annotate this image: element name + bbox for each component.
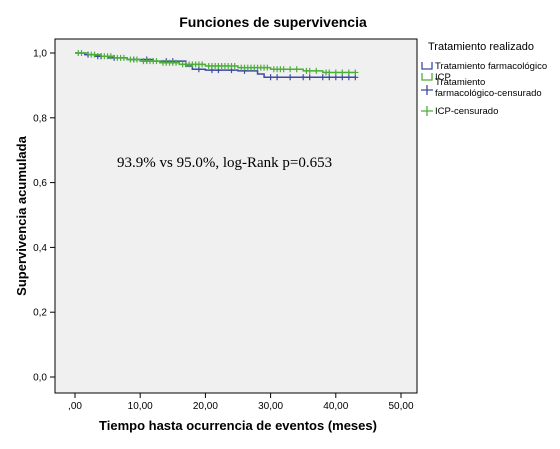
- legend-swatch: [421, 106, 433, 116]
- y-tick-label: 0,0: [33, 373, 47, 384]
- annotation-text: 93.9% vs 95.0%, log-Rank p=0.653: [117, 155, 332, 171]
- censor-mark-icp: [313, 67, 320, 74]
- legend: Tratamiento realizado Tratamiento farmac…: [421, 41, 547, 117]
- y-tick-label: 0,6: [33, 178, 47, 189]
- censor-mark-tratamiento-farmacologico: [306, 74, 313, 81]
- censor-mark-icp: [153, 58, 160, 65]
- censor-mark-icp: [326, 69, 333, 76]
- legend-label: ICP: [435, 72, 451, 83]
- censor-mark-icp: [306, 67, 313, 74]
- censor-mark-icp: [107, 53, 114, 60]
- legend-entry: Tratamiento farmacológico: [421, 61, 547, 72]
- censor-mark-icp: [133, 56, 140, 63]
- censor-mark-icp: [352, 69, 359, 76]
- censor-mark-icp: [293, 66, 300, 73]
- legend-entry: ICP: [421, 72, 451, 83]
- censor-mark-tratamiento-farmacologico: [287, 74, 294, 81]
- y-tick-label: 0,8: [33, 113, 47, 124]
- censor-mark-icp: [280, 66, 287, 73]
- censor-mark-tratamiento-farmacologico: [319, 74, 326, 81]
- censor-mark-icp: [91, 51, 98, 58]
- censor-mark-icp: [332, 69, 339, 76]
- x-axis: ,00 10,00 20,00 30,00 40,00 50,00: [68, 393, 414, 412]
- legend-swatch: [421, 73, 433, 81]
- censor-mark-icp: [120, 54, 127, 61]
- censor-mark-icp: [264, 64, 271, 71]
- legend-swatch: [421, 85, 433, 95]
- x-tick-label: 10,00: [128, 401, 153, 412]
- censor-mark-icp: [173, 59, 180, 66]
- series-layer: [75, 50, 359, 81]
- y-tick-label: 0,2: [33, 308, 47, 319]
- x-tick-label: 30,00: [258, 401, 283, 412]
- legend-label: ICP-censurado: [435, 106, 498, 117]
- censor-mark-tratamiento-farmacologico: [267, 74, 274, 81]
- legend-title: Tratamiento realizado: [428, 41, 534, 53]
- censor-mark-icp: [345, 69, 352, 76]
- censor-mark-icp: [78, 50, 85, 56]
- x-tick-label: ,00: [68, 401, 82, 412]
- censor-mark-icp: [287, 66, 294, 73]
- censor-mark-icp: [199, 61, 206, 68]
- legend-label: Tratamiento farmacológico: [435, 61, 547, 72]
- censor-mark-tratamiento-farmacologico: [274, 74, 281, 81]
- legend-entry: Tratamiento farmacológico-censurado: [421, 77, 542, 99]
- y-tick-label: 1,0: [33, 49, 47, 60]
- x-tick-label: 20,00: [193, 401, 218, 412]
- legend-label: Tratamiento farmacológico-censurado: [435, 77, 542, 99]
- legend-swatch: [421, 62, 433, 70]
- censor-mark-tratamiento-farmacologico: [300, 74, 307, 81]
- y-axis: 0,0 0,2 0,4 0,6 0,8 1,0: [33, 49, 55, 384]
- chart-title: Funciones de supervivencia: [179, 14, 367, 30]
- y-tick-label: 0,4: [33, 243, 47, 254]
- x-tick-label: 40,00: [323, 401, 348, 412]
- plot-area: [54, 38, 418, 394]
- y-axis-title: Supervivencia acumulada: [14, 135, 29, 295]
- x-tick-label: 50,00: [388, 401, 413, 412]
- legend-entry: ICP-censurado: [421, 106, 498, 117]
- censor-mark-icp: [231, 62, 238, 69]
- x-axis-title: Tiempo hasta ocurrencia de eventos (mese…: [99, 418, 377, 433]
- censor-mark-icp: [339, 69, 346, 76]
